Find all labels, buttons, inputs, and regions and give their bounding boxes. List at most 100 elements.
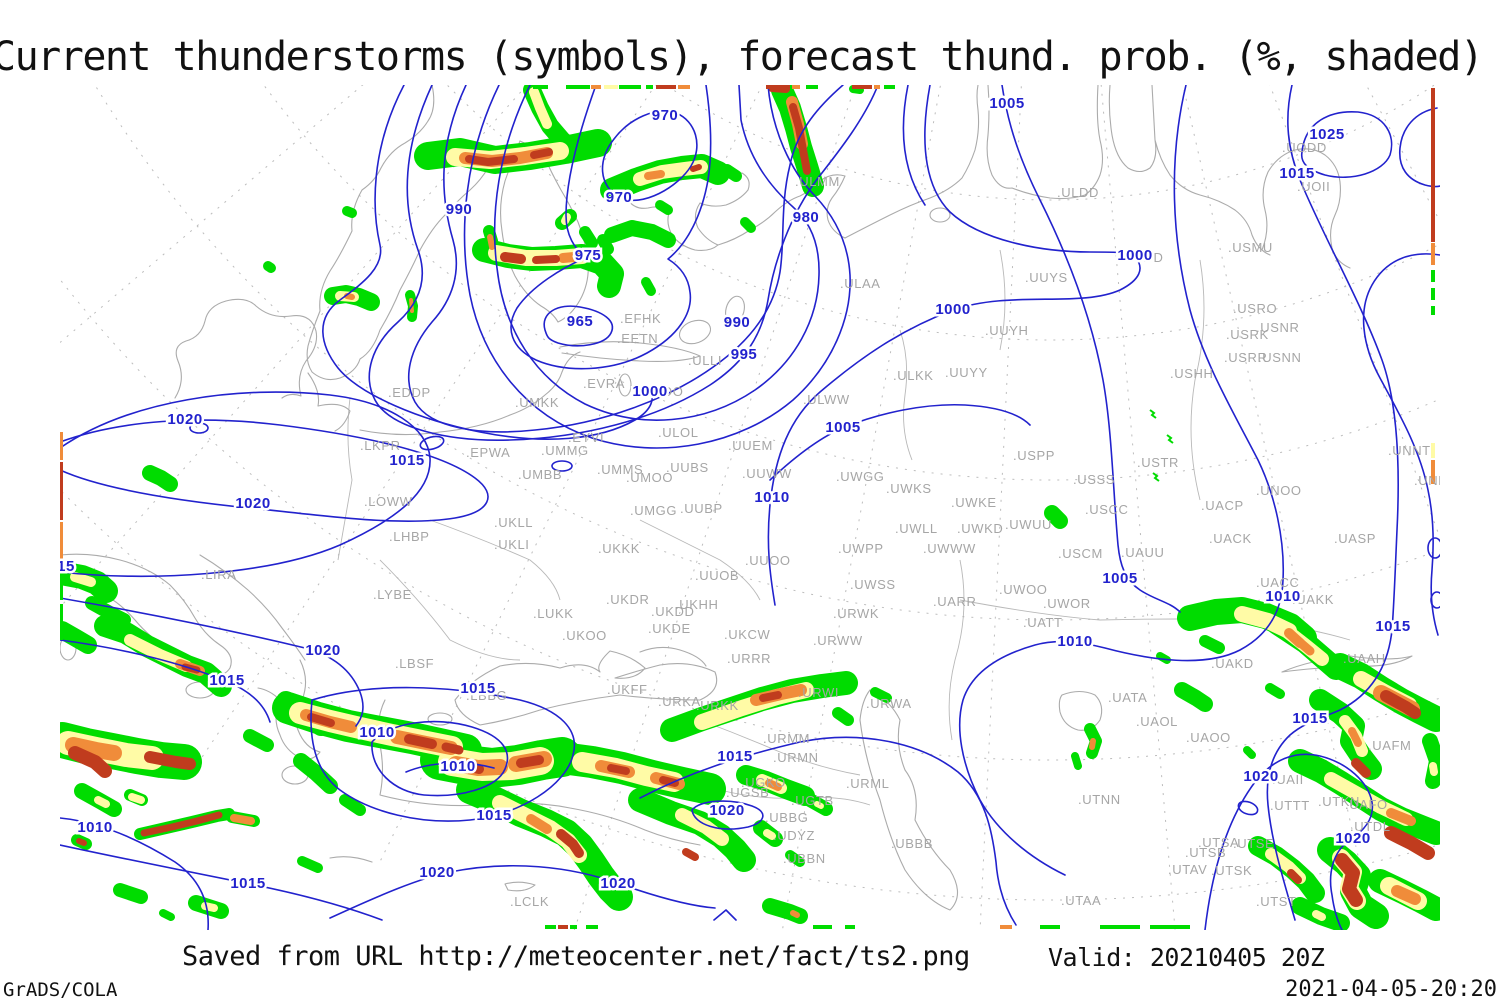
isobar-label: 1015: [1279, 165, 1314, 182]
station-label: .UTAA: [1061, 893, 1101, 908]
isobar-1020-bottomright: [1204, 753, 1374, 930]
station-label: .UKCW: [724, 627, 770, 642]
isobar-975: [510, 85, 712, 370]
isobar-label: 965: [567, 313, 594, 330]
station-label: .ULAA: [840, 276, 881, 291]
isobar-label: 1015: [230, 875, 265, 892]
station-label: .ULMM: [795, 174, 840, 189]
storm-cell-y: [763, 829, 776, 840]
storm-cell-g: [1071, 752, 1082, 770]
isobar-1015-east: [1266, 85, 1399, 921]
coastline-britain: [174, 298, 318, 399]
storm-cell-y: [529, 87, 552, 129]
station-label: .UBBB: [891, 836, 933, 851]
storm-cell-r: [556, 829, 584, 858]
storm-cell-o: [230, 814, 255, 825]
graticule-meridian: [1269, 85, 1440, 539]
storm-cell-r: [789, 103, 811, 175]
station-label: .UAFM: [1368, 738, 1411, 753]
isobar-label: 1025: [1309, 126, 1344, 143]
isobar-label: 1010: [1057, 633, 1092, 650]
isobar-1020-south: [329, 864, 737, 921]
isobar-1005-inner: [769, 403, 1031, 481]
station-label: .LUKK: [533, 606, 574, 621]
storm-cell-r: [500, 252, 526, 264]
isobar-label: 15: [57, 558, 75, 575]
station-label: .UTTT: [1270, 798, 1310, 813]
river-1: [899, 329, 913, 461]
isobar-label: 970: [652, 107, 679, 124]
station-label: .UAKK: [1292, 592, 1334, 607]
border-europe-3: [379, 559, 521, 661]
storm-cell-g: [604, 220, 676, 248]
graticule-parallel: [263, 85, 1440, 481]
station-label: .UUEM: [728, 438, 773, 453]
storm-cell-g: [142, 465, 178, 492]
storm-cell-g: [1044, 505, 1068, 529]
station-label: .UNNT: [1388, 443, 1431, 458]
isobar-label: 1000: [632, 383, 667, 400]
isobar-label: 1020: [419, 864, 454, 881]
isobar-990: [407, 85, 844, 433]
station-label: .LHBP: [389, 529, 430, 544]
station-label: .UBBG: [765, 810, 808, 825]
isobar-1015-bosphorus: [310, 686, 576, 822]
station-label: .UUBS: [666, 460, 709, 475]
station-label: .UWOO: [999, 582, 1048, 597]
valid-time-text: Valid: 20210405 20Z: [1048, 943, 1325, 972]
page-title: Current thunderstorms (symbols), forecas…: [0, 34, 1484, 80]
station-label: .URMN: [773, 750, 819, 765]
isobar-1010-bottomleft: [60, 817, 209, 930]
coastline-norway: [306, 85, 507, 381]
storm-cell-r: [404, 734, 437, 749]
isobar-label: 1020: [600, 875, 635, 892]
storm-cell-y: [1234, 606, 1297, 639]
storm-cell-o: [1348, 727, 1362, 747]
station-label: .USCC: [1085, 502, 1128, 517]
storm-cell-g: [339, 794, 366, 816]
storm-cell-g: [60, 621, 97, 654]
station-label: .LCLK: [510, 894, 549, 909]
station-label: .UAOO: [1186, 730, 1231, 745]
isobar-tiny-loop-2: [1430, 591, 1440, 609]
storm-cell-o: [1391, 885, 1421, 905]
station-label: .UKDR: [606, 592, 649, 607]
isobar-label: 995: [731, 346, 758, 363]
station-label: .LKPR: [360, 438, 401, 453]
station-label: .UKOO: [562, 628, 607, 643]
river-ural: [948, 559, 965, 741]
isobar-1020-small-loop: [691, 800, 764, 830]
station-label: .UMMG: [541, 443, 589, 458]
coastline-bothnia: [499, 140, 589, 323]
station-label: .UKKK: [598, 541, 640, 556]
station-label: .UTSE: [1233, 836, 1274, 851]
station-label: .UWPP: [838, 541, 884, 556]
station-label: .ULWW: [803, 392, 850, 407]
station-label: .URKA: [658, 694, 701, 709]
storm-cell-y: [128, 793, 145, 804]
storm-cell-g: [342, 206, 357, 218]
station-label: .USNN: [1258, 350, 1301, 365]
storm-cell-r: [607, 764, 630, 775]
station-label: .UNOO: [1256, 483, 1302, 498]
station-label: .EYVI: [568, 430, 604, 445]
coastline-caspian: [859, 689, 959, 911]
station-label: .UKLL: [494, 515, 533, 530]
storm-cell-g: [1243, 746, 1256, 759]
station-label: .URML: [846, 776, 889, 791]
station-label: .ULDD: [1057, 185, 1099, 200]
storm-cell-r: [441, 742, 464, 755]
station-label: .UUOB: [695, 568, 739, 583]
station-label: .UACK: [1209, 531, 1252, 546]
storm-cell-g: [721, 164, 742, 182]
station-label: .UARR: [933, 594, 976, 609]
isobar-label: 1020: [709, 802, 744, 819]
crete-cyprus: [329, 856, 536, 892]
coastline-baltic-south: [307, 351, 581, 436]
station-label: .USMU: [1228, 240, 1273, 255]
storm-cell-o: [487, 234, 495, 250]
storm-cell-r: [465, 155, 518, 166]
station-label: .UOII: [1297, 179, 1330, 194]
northern-lake: [929, 207, 951, 223]
